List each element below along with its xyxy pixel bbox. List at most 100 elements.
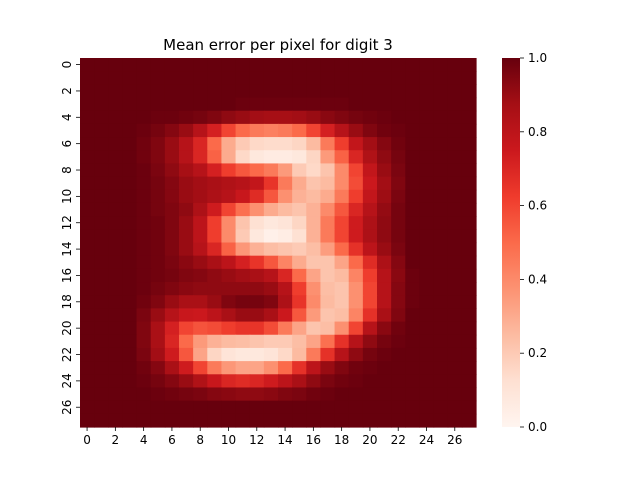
heatmap-cell (433, 216, 449, 230)
heatmap-cell (292, 123, 307, 138)
heatmap-cell (334, 216, 350, 230)
heatmap-cell (193, 282, 208, 296)
heatmap-cell (235, 58, 251, 72)
heatmap-cell (306, 229, 322, 244)
heatmap-cell (179, 189, 194, 204)
heatmap-cell (179, 361, 194, 375)
heatmap-cell (348, 295, 364, 309)
heatmap-cell (263, 387, 279, 402)
heatmap-cell (306, 110, 322, 125)
heatmap-cell (263, 268, 279, 283)
heatmap-cell (108, 255, 124, 270)
heatmap-cell (391, 216, 406, 230)
heatmap-cell (320, 189, 336, 204)
heatmap-cell (207, 387, 223, 402)
x-tick-label: 20 (362, 433, 377, 447)
heatmap-cell (362, 387, 378, 402)
heatmap-cell (179, 202, 194, 217)
heatmap-cell (377, 216, 392, 230)
heatmap-cell (419, 347, 435, 362)
heatmap-cell (193, 58, 208, 72)
y-tick-label: 26 (60, 400, 74, 415)
heatmap-cell (334, 268, 350, 283)
heatmap-cell (221, 110, 237, 125)
heatmap-cell (377, 268, 392, 283)
heatmap-cell (249, 347, 265, 362)
heatmap-cell (334, 97, 350, 112)
heatmap-cell (108, 110, 124, 125)
heatmap-cell (221, 216, 237, 230)
heatmap-cell (334, 202, 350, 217)
heatmap-cell (405, 242, 421, 257)
heatmap-cell (362, 334, 378, 349)
heatmap-cell (278, 255, 293, 270)
heatmap-cell (193, 321, 208, 336)
heatmap-cell (249, 229, 265, 244)
heatmap-cell (207, 150, 223, 165)
heatmap-cell (391, 374, 406, 389)
heatmap-cell (94, 387, 109, 402)
heatmap-cell (278, 282, 293, 296)
heatmap-cell (150, 321, 166, 336)
heatmap-cell (179, 137, 194, 151)
heatmap-cell (391, 334, 406, 349)
heatmap-cell (306, 216, 322, 230)
heatmap-cell (419, 163, 435, 178)
heatmap-cell (249, 268, 265, 283)
heatmap-cell (94, 202, 109, 217)
heatmap-cell (108, 229, 124, 244)
heatmap-cell (377, 387, 392, 402)
heatmap-cell (320, 163, 336, 178)
heatmap-cell (419, 334, 435, 349)
heatmap-cell (122, 387, 138, 402)
heatmap-cell (235, 321, 251, 336)
heatmap-cell (433, 137, 449, 151)
heatmap-cell (164, 189, 180, 204)
heatmap-cell (122, 202, 138, 217)
heatmap-cells (80, 58, 477, 428)
heatmap-cell (447, 282, 463, 296)
heatmap-cell (122, 176, 138, 191)
heatmap-cell (447, 137, 463, 151)
heatmap-cell (80, 308, 95, 323)
heatmap-cell (80, 71, 95, 85)
heatmap-cell (348, 176, 364, 191)
heatmap-cell (193, 387, 208, 402)
heatmap-cell (179, 176, 194, 191)
heatmap-cell (334, 137, 350, 151)
heatmap-cell (348, 110, 364, 125)
heatmap-cell (122, 242, 138, 257)
heatmap-cell (433, 150, 449, 165)
heatmap-cell (263, 137, 279, 151)
x-tick-label: 4 (140, 433, 148, 447)
heatmap-cell (249, 110, 265, 125)
heatmap-cell (164, 308, 180, 323)
heatmap-cell (164, 229, 180, 244)
heatmap-cell (362, 58, 378, 72)
heatmap-cell (306, 361, 322, 375)
heatmap-cell (179, 163, 194, 178)
heatmap-cell (249, 255, 265, 270)
heatmap-cell (94, 295, 109, 309)
heatmap-cell (136, 176, 152, 191)
heatmap-cell (193, 189, 208, 204)
heatmap-cell (136, 413, 152, 428)
chart-title: Mean error per pixel for digit 3 (163, 36, 393, 54)
heatmap-cell (419, 268, 435, 283)
x-tick-label: 18 (334, 433, 349, 447)
heatmap-cell (405, 347, 421, 362)
heatmap-cell (461, 150, 477, 165)
heatmap-cell (221, 189, 237, 204)
heatmap-cell (164, 163, 180, 178)
heatmap-cell (164, 150, 180, 165)
heatmap-cell (263, 255, 279, 270)
heatmap-cell (263, 84, 279, 99)
heatmap-cell (405, 229, 421, 244)
heatmap-cell (150, 255, 166, 270)
heatmap-cell (235, 268, 251, 283)
heatmap-cell (306, 282, 322, 296)
heatmap-cell (164, 84, 180, 99)
heatmap-cell (292, 216, 307, 230)
heatmap-cell (419, 189, 435, 204)
heatmap-cell (377, 137, 392, 151)
